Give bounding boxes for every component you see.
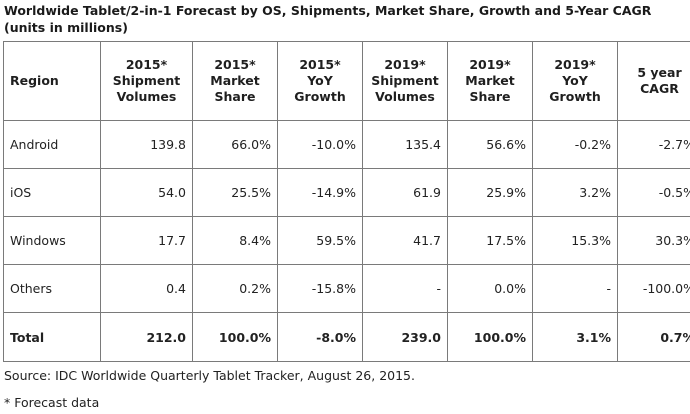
table-cell: 66.0% [192,120,278,169]
table-cell: 54.0 [100,168,193,217]
header-text: Share [469,89,511,104]
region-cell: Total [3,312,101,362]
header-text: 2019* [554,57,596,72]
header-text: Shipment [371,73,439,88]
header-row: Region 2015* Shipment Volumes 2015* Mark… [3,41,690,121]
header-text: Volumes [116,89,177,104]
column-header-2019-yoy-growth: 2019* YoY Growth [532,41,618,121]
table-cell: 25.9% [447,168,533,217]
table-cell: 0.4 [100,264,193,313]
header-text: Shipment [112,73,181,88]
header-text: 2015* [125,57,168,72]
column-header-2015-yoy-growth: 2015* YoY Growth [277,41,363,121]
header-text: Region [10,73,59,88]
table-cell: -0.5% [617,168,690,217]
table-row-ios: iOS 54.0 25.5% -14.9% 61.9 25.9% 3.2% -0… [3,168,690,217]
table-cell: 59.5% [277,216,363,265]
table-cell: 100.0% [447,312,533,362]
header-text: 2019* [384,57,426,72]
table-cell: 3.2% [532,168,618,217]
table-cell: -100.0% [617,264,690,313]
header-text: Share [214,89,256,104]
header-text: YoY [307,73,333,88]
table-cell: -0.2% [532,120,618,169]
header-text: 2015* [299,57,341,72]
header-text: Market [465,73,515,88]
table-cell: -2.7% [617,120,690,169]
table-cell: - [532,264,618,313]
table-cell: 15.3% [532,216,618,265]
table-cell: 17.5% [447,216,533,265]
column-header-2015-market-share: 2015* Market Share [192,41,278,121]
region-cell: Windows [3,216,101,265]
table-row-android: Android 139.8 66.0% -10.0% 135.4 56.6% -… [3,120,690,169]
table-cell: 0.2% [192,264,278,313]
table-cell: -8.0% [277,312,363,362]
header-text: Volumes [375,89,435,104]
table-cell: -14.9% [277,168,363,217]
table-cell: -10.0% [277,120,363,169]
table-cell: 41.7 [362,216,448,265]
table-cell: 25.5% [192,168,278,217]
forecast-footnote: * Forecast data [4,395,100,410]
table-cell: 30.3% [617,216,690,265]
table-cell: 0.7% [617,312,690,362]
column-header-5-year-cagr: 5 year CAGR [617,41,690,121]
header-text: YoY [562,73,588,88]
table-row-others: Others 0.4 0.2% -15.8% - 0.0% - -100.0% [3,264,690,313]
header-text: 5 year [637,65,682,80]
region-cell: iOS [3,168,101,217]
table-row-total: Total 212.0 100.0% -8.0% 239.0 100.0% 3.… [3,312,690,362]
table-cell: 212.0 [100,312,193,362]
table-cell: -15.8% [277,264,363,313]
header-text: 2019* [469,57,511,72]
header-text: Growth [294,89,346,104]
table-cell: 135.4 [362,120,448,169]
column-header-2019-market-share: 2019* Market Share [447,41,533,121]
table-cell: - [362,264,448,313]
table-cell: 56.6% [447,120,533,169]
column-header-region: Region [3,41,101,121]
source-note: Source: IDC Worldwide Quarterly Tablet T… [4,368,415,383]
forecast-table: Region 2015* Shipment Volumes 2015* Mark… [3,41,690,362]
table-cell: 8.4% [192,216,278,265]
header-text: 2015* [214,57,256,72]
table-cell: 61.9 [362,168,448,217]
table-row-windows: Windows 17.7 8.4% 59.5% 41.7 17.5% 15.3%… [3,216,690,265]
column-header-2019-shipment-volumes: 2019* Shipment Volumes [362,41,448,121]
header-text: Market [210,73,260,88]
region-cell: Others [3,264,101,313]
table-cell: 239.0 [362,312,448,362]
column-header-2015-shipment-volumes: 2015* Shipment Volumes [100,41,193,121]
table-cell: 17.7 [100,216,193,265]
table-title: Worldwide Tablet/2-in-1 Forecast by OS, … [4,3,652,35]
table-cell: 3.1% [532,312,618,362]
table-cell: 100.0% [192,312,278,362]
table-cell: 0.0% [447,264,533,313]
region-cell: Android [3,120,101,169]
table-cell: 139.8 [100,120,193,169]
header-text: CAGR [640,81,679,96]
header-text: Growth [549,89,601,104]
